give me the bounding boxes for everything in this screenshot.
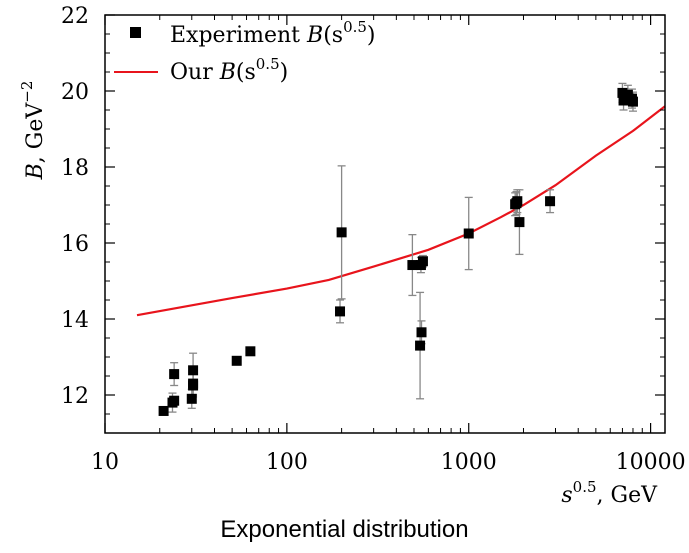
y-tick-label: 14 — [61, 308, 89, 333]
y-tick-label: 16 — [61, 232, 89, 257]
experiment-point — [188, 378, 199, 389]
y-tick-label: 22 — [61, 4, 89, 29]
chart: 10 100 1000 10000 12 14 16 18 20 22 Experiment B(… — [18, 4, 686, 508]
legend-experiment-label: Experiment B(s0.5) — [170, 18, 376, 48]
x-tick-label: 10 — [91, 450, 119, 475]
experiment-point — [627, 96, 638, 107]
experiment-point — [618, 95, 629, 106]
model-curve — [136, 105, 666, 317]
y-tick-label: 20 — [61, 80, 89, 105]
experiment-point — [545, 196, 556, 207]
experiment-point — [158, 405, 169, 416]
y-axis-label: B, GeV−2 — [18, 81, 48, 181]
experiment-point — [417, 256, 428, 267]
experiment-point — [169, 395, 180, 406]
experiment-point — [245, 346, 256, 357]
experiment-point — [231, 355, 242, 366]
experiment-point — [512, 196, 523, 207]
x-tick-label: 10000 — [616, 450, 686, 475]
experiment-point — [188, 365, 199, 376]
experiment-point — [415, 340, 426, 351]
y-tick-label: 12 — [61, 384, 89, 409]
x-tick-label: 100 — [266, 450, 308, 475]
experiment-point — [463, 228, 474, 239]
experiment-point — [169, 369, 180, 380]
legend-experiment-marker — [130, 27, 141, 38]
experiment-point — [407, 260, 418, 271]
figure-caption: Exponential distribution — [220, 516, 469, 543]
experiment-point — [336, 227, 347, 238]
x-tick-label: 1000 — [441, 450, 497, 475]
experiment-point — [617, 87, 628, 98]
experiment-point — [335, 306, 346, 317]
legend: Experiment B(s0.5) Our B(s0.5) — [114, 18, 376, 85]
experiment-point — [416, 327, 427, 338]
y-tick-label: 18 — [61, 156, 89, 181]
legend-model-label: Our B(s0.5) — [170, 55, 288, 85]
experiment-point — [186, 393, 197, 404]
x-axis-label: s0.5, GeV — [561, 478, 658, 508]
experiment-point — [514, 217, 525, 228]
